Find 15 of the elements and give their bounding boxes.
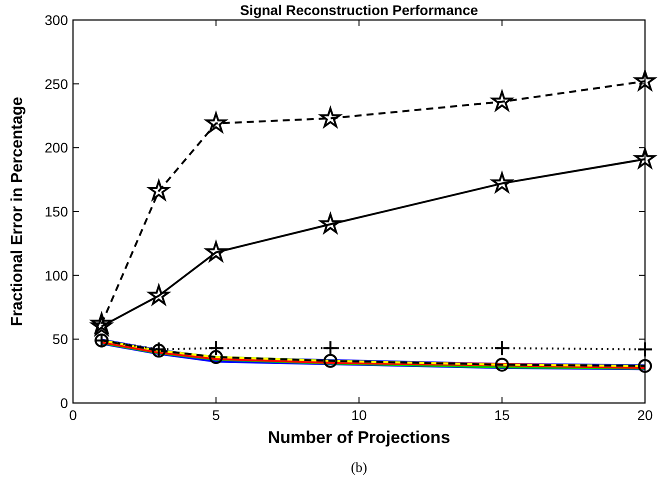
x-tick-label: 15 <box>494 407 510 423</box>
x-tick-label: 20 <box>637 407 653 423</box>
y-tick-label: 250 <box>44 76 68 92</box>
y-tick-label: 200 <box>44 140 68 156</box>
y-tick-label: 300 <box>44 12 68 28</box>
y-tick-label: 100 <box>44 267 68 284</box>
x-tick-label: 10 <box>351 407 367 423</box>
x-tick-label: 5 <box>212 407 220 423</box>
x-axis-title: Number of Projections <box>268 428 450 447</box>
chart-title: Signal Reconstruction Performance <box>240 2 478 18</box>
text: (b) <box>350 461 368 476</box>
y-tick-label: 0 <box>60 395 68 411</box>
y-axis-title: Fractional Error in Percentage <box>9 96 26 326</box>
y-tick-label: 150 <box>44 204 68 220</box>
y-tick-label: 50 <box>52 331 68 348</box>
